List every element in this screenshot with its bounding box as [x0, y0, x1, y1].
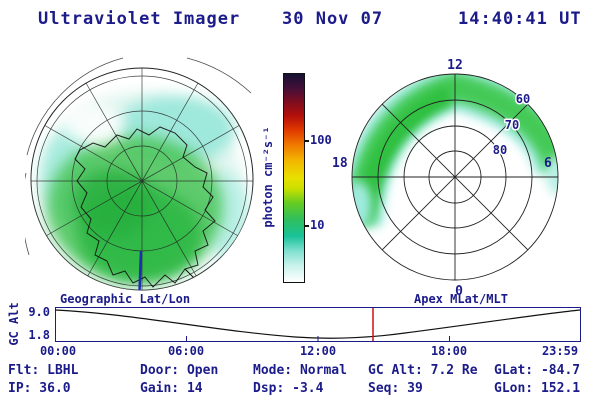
terminator-line — [137, 250, 143, 290]
status-glon: GLon: 152.1 — [494, 381, 581, 396]
xtick-1200: 12:00 — [299, 344, 337, 358]
xtick-0000: 00:00 — [39, 344, 77, 358]
status-glat: GLat: -84.7 — [494, 363, 581, 378]
apex-panel: 12 18 6 0 60 70 80 — [330, 55, 580, 300]
latlon-grid — [31, 68, 253, 290]
geographic-map — [21, 57, 254, 291]
mlt-12-label: 12 — [447, 58, 463, 73]
strip-chart — [54, 307, 581, 346]
xtick-2359: 23:59 — [541, 344, 579, 358]
geographic-panel — [21, 55, 260, 300]
status-dsp: Dsp: -3.4 — [253, 381, 324, 396]
page-title: Ultraviolet Imager — [38, 9, 241, 29]
header-time: 14:40:41 UT — [458, 9, 582, 29]
strip-ymin: 1.8 — [28, 328, 50, 342]
caption-apex: Apex MLat/MLT — [414, 292, 508, 306]
mlat-mlt-grid — [351, 73, 559, 281]
strip-ymax: 9.0 — [28, 305, 50, 319]
mlt-6-label: 6 — [544, 156, 552, 171]
colorbar-tick-10 — [304, 225, 309, 227]
mlt-18-label: 18 — [332, 156, 348, 171]
antarctica-coastline — [74, 126, 216, 288]
caption-geographic: Geographic Lat/Lon — [60, 292, 191, 306]
status-seq: Seq: 39 — [368, 381, 423, 396]
mlt-0-label: 0 — [455, 284, 463, 299]
gc-alt-strip — [54, 307, 581, 342]
colorbar-label-100: 100 — [310, 133, 332, 147]
strip-axis-ticks — [186, 336, 450, 341]
colorbar-units-label: photon cm⁻²s⁻¹ — [261, 126, 275, 228]
status-gcalt: GC Alt: 7.2 Re — [368, 363, 478, 378]
xtick-0600: 06:00 — [167, 344, 205, 358]
colorbar-tick-100 — [304, 140, 309, 142]
status-gain: Gain: 14 — [140, 381, 203, 396]
apex-polar-plot: 12 18 6 0 60 70 80 — [332, 58, 559, 299]
strip-ylabel: GC Alt — [7, 302, 21, 346]
strip-frame — [55, 307, 581, 342]
mlat-60-label: 60 — [516, 92, 530, 106]
mlat-70-label: 70 — [505, 118, 519, 132]
status-mode: Mode: Normal — [253, 363, 347, 378]
gc-alt-curve — [54, 309, 581, 339]
colorbar-label-10: 10 — [310, 218, 325, 232]
header-date: 30 Nov 07 — [282, 9, 384, 29]
aurora-image-left — [31, 68, 253, 290]
status-ip: IP: 36.0 — [8, 381, 71, 396]
xtick-1800: 18:00 — [430, 344, 468, 358]
status-door: Door: Open — [140, 363, 219, 378]
status-flt: Flt: LBHL — [8, 363, 79, 378]
colorbar — [283, 73, 305, 283]
mlat-80-label: 80 — [493, 143, 507, 157]
